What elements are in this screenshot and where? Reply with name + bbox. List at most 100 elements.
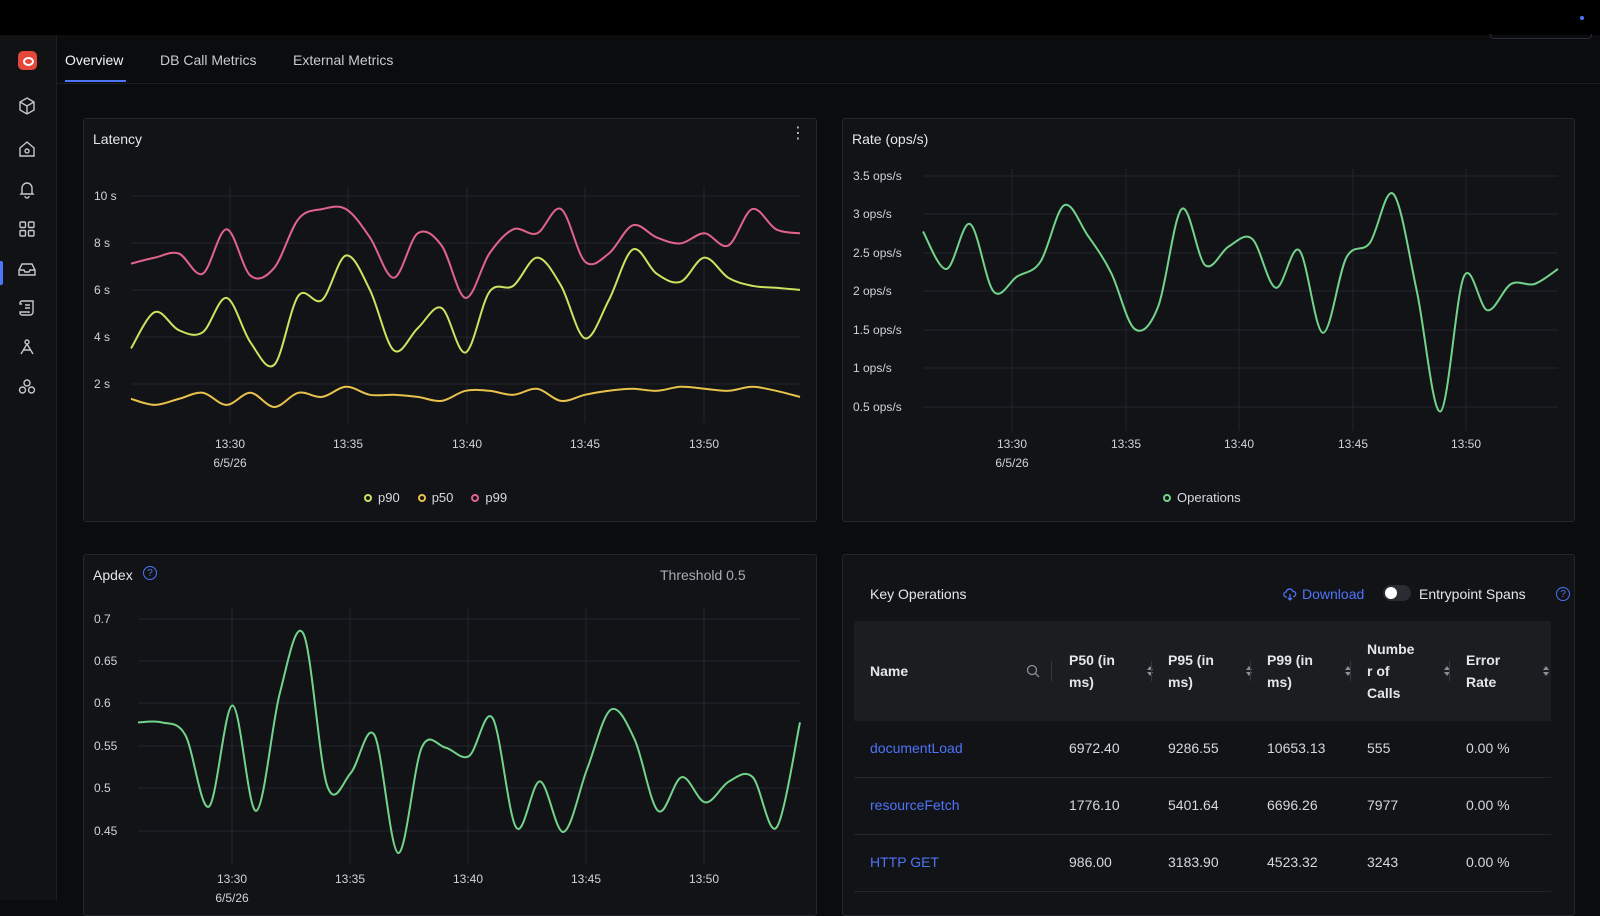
table-row[interactable]: documentLoad 6972.40 9286.55 10653.13 55… <box>854 721 1551 778</box>
top-right-control[interactable] <box>1490 34 1592 39</box>
legend-item-operations[interactable]: Operations <box>1163 490 1241 505</box>
x-date-label: 6/5/26 <box>213 456 247 470</box>
entrypoint-spans-label: Entrypoint Spans <box>1419 586 1526 602</box>
legend-item-p50[interactable]: p50 <box>417 490 454 505</box>
x-tick-label: 13:40 <box>453 872 483 886</box>
legend-item-p99[interactable]: p99 <box>471 490 507 505</box>
column-header-label: Rate <box>1466 674 1497 690</box>
p50-value: 6972.40 <box>1069 740 1120 756</box>
entrypoint-spans-toggle[interactable] <box>1383 585 1411 601</box>
legend-ring-icon <box>417 493 426 502</box>
latency-title: Latency <box>93 131 143 147</box>
apdex-chart: 0.45 0.5 0.55 0.6 0.65 0.7 13:30 13:35 13:40 13:4… <box>94 607 801 905</box>
download-button[interactable]: Download <box>1283 586 1364 602</box>
inbox-icon[interactable] <box>17 259 37 279</box>
table-row[interactable]: resourceFetch 1776.10 5401.64 6696.26 79… <box>854 778 1551 835</box>
y-tick-label: 1.5 ops/s <box>853 323 902 337</box>
y-tick-label: 6 s <box>94 283 110 297</box>
tab-bar: Overview DB Call Metrics External Metric… <box>56 35 1600 84</box>
column-header-error-rate[interactable]: Error Rate <box>1466 621 1550 721</box>
operation-name-link[interactable]: resourceFetch <box>870 797 960 813</box>
y-tick-label: 2 ops/s <box>853 284 892 298</box>
column-header-name[interactable]: Name <box>870 621 1040 721</box>
series-line-p90[interactable] <box>130 248 801 368</box>
help-icon[interactable]: ? <box>143 566 157 580</box>
y-tick-label: 4 s <box>94 330 110 344</box>
x-tick-label: 13:50 <box>1451 437 1481 451</box>
dashboards-grid-icon[interactable] <box>17 219 37 239</box>
column-header-p95[interactable]: P95 (in ms) <box>1168 621 1253 721</box>
operation-name-link[interactable]: documentLoad <box>870 740 963 756</box>
y-tick-label: 1 ops/s <box>853 361 892 375</box>
sort-icon[interactable] <box>1542 665 1550 677</box>
x-tick-label: 13:30 <box>997 437 1027 451</box>
x-tick-label: 13:45 <box>570 437 600 451</box>
sidebar-active-indicator <box>0 261 3 285</box>
legend-label: p99 <box>485 490 508 505</box>
tab-overview[interactable]: Overview <box>65 52 124 68</box>
tab-db-call-metrics[interactable]: DB Call Metrics <box>160 52 257 68</box>
calls-value: 3243 <box>1367 854 1399 870</box>
traces-icon[interactable] <box>17 337 37 357</box>
x-tick-label: 13:30 <box>217 872 247 886</box>
home-icon[interactable] <box>17 139 37 159</box>
search-icon[interactable] <box>1026 664 1040 678</box>
series-line-p50[interactable] <box>130 385 801 409</box>
tab-external-metrics[interactable]: External Metrics <box>293 52 394 68</box>
y-tick-label: 0.5 <box>94 781 111 795</box>
legend-label: p50 <box>431 490 454 505</box>
column-header-p50[interactable]: P50 (in ms) <box>1069 621 1154 721</box>
legend-item-p90[interactable]: p90 <box>364 490 400 505</box>
y-tick-label: 2.5 ops/s <box>853 246 902 260</box>
column-header-label: P95 (in <box>1168 652 1214 668</box>
x-tick-label: 13:40 <box>1224 437 1254 451</box>
legend-label: Operations <box>1177 490 1241 505</box>
series-line-p99[interactable] <box>130 205 801 299</box>
rate-panel: Rate (ops/s) 0.5 ops/s 1 ops/s 1.5 ops/s 2 … <box>842 118 1575 522</box>
p50-value: 1776.10 <box>1069 797 1120 813</box>
series-line-apdex[interactable] <box>137 629 801 855</box>
entrypoint-help-icon[interactable]: ? <box>1556 587 1570 601</box>
p95-value: 5401.64 <box>1168 797 1219 813</box>
column-header-label: P99 (in <box>1267 652 1313 668</box>
sort-icon[interactable] <box>1146 665 1154 677</box>
x-tick-label: 13:45 <box>1338 437 1368 451</box>
p95-value: 9286.55 <box>1168 740 1219 756</box>
alerts-bell-icon[interactable] <box>17 179 37 199</box>
column-header-label: Error <box>1466 652 1501 668</box>
rate-title: Rate (ops/s) <box>852 131 929 147</box>
logs-icon[interactable] <box>17 298 37 318</box>
legend-label: p90 <box>378 490 400 505</box>
column-header-label: ms) <box>1168 674 1193 690</box>
error-rate-value: 0.00 % <box>1466 797 1510 813</box>
y-tick-label: 3 ops/s <box>853 207 892 221</box>
calls-value: 7977 <box>1367 797 1399 813</box>
logo-icon[interactable] <box>18 51 37 70</box>
key-operations-panel: Key Operations Download Entrypoint Spans… <box>842 554 1575 916</box>
services-cube-icon[interactable] <box>17 96 37 116</box>
legend-ring-icon <box>364 493 372 502</box>
apdex-panel: Apdex ? Threshold 0.5 0.45 0.5 0.55 0.6 0.65… <box>83 554 817 916</box>
column-header-label: r of <box>1367 663 1390 679</box>
legend-ring-icon <box>1163 493 1171 502</box>
column-header-p99[interactable]: P99 (in ms) <box>1267 621 1352 721</box>
x-tick-label: 13:40 <box>452 437 482 451</box>
calls-value: 555 <box>1367 740 1391 756</box>
sort-icon[interactable] <box>1443 665 1451 677</box>
sort-icon[interactable] <box>1344 665 1352 677</box>
status-dot-icon <box>1580 16 1584 20</box>
column-header-label: Calls <box>1367 685 1401 701</box>
table-row[interactable]: HTTP GET 986.00 3183.90 4523.32 3243 0.0… <box>854 835 1551 892</box>
active-tab-underline <box>65 80 126 82</box>
series-line-operations[interactable] <box>922 192 1559 413</box>
x-date-label: 6/5/26 <box>215 891 249 905</box>
y-tick-label: 0.55 <box>94 739 118 753</box>
rate-chart: 0.5 ops/s 1 ops/s 1.5 ops/s 2 ops/s 2.5 ops/… <box>853 169 1559 470</box>
integrations-icon[interactable] <box>17 377 37 397</box>
column-header-calls[interactable]: Numbe r of Calls <box>1367 621 1451 721</box>
y-tick-label: 10 s <box>94 189 117 203</box>
sort-icon[interactable] <box>1245 665 1253 677</box>
operation-name-link[interactable]: HTTP GET <box>870 854 939 870</box>
p50-value: 986.00 <box>1069 854 1112 870</box>
